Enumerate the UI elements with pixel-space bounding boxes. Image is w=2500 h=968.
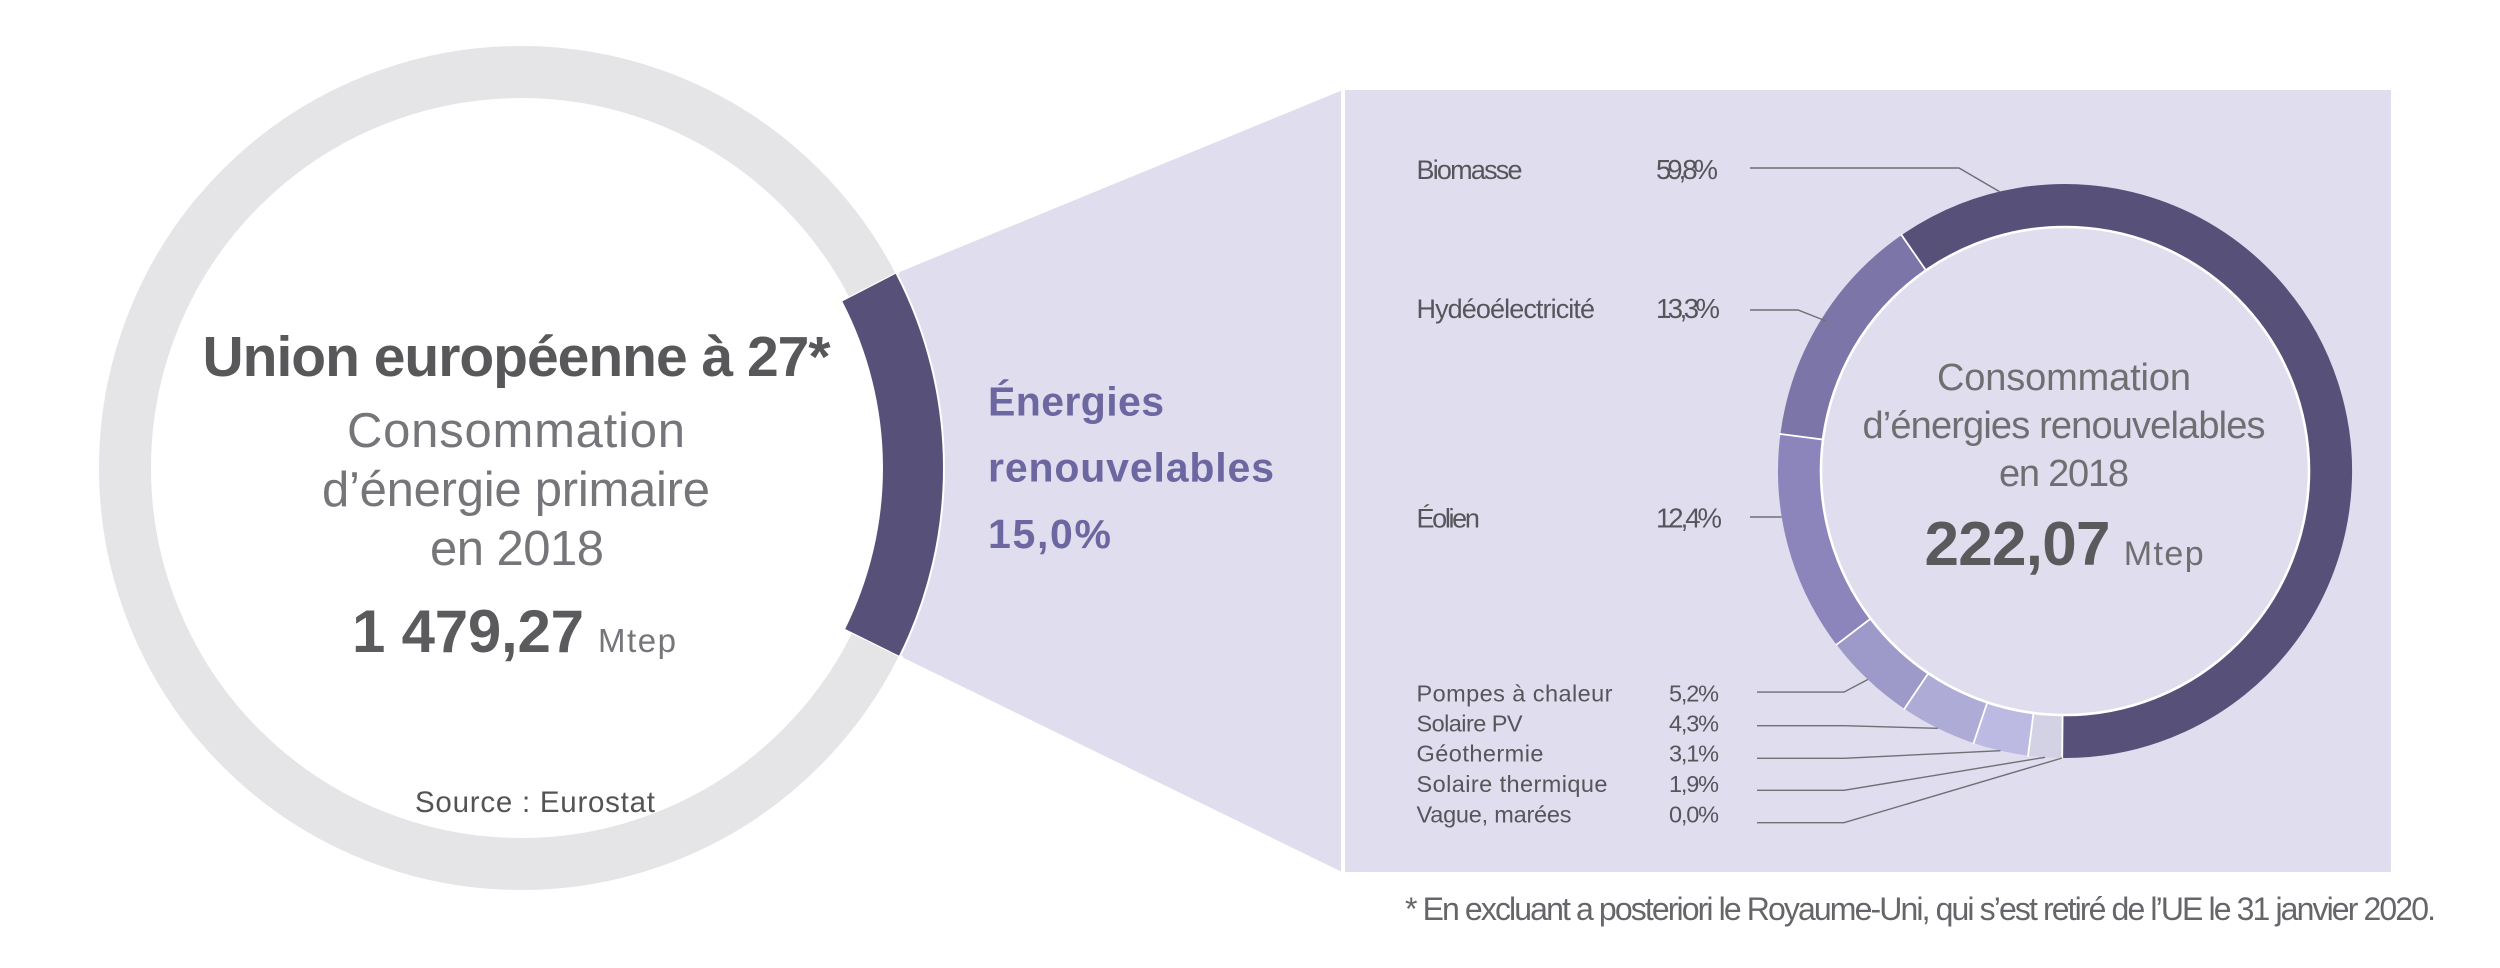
svg-text:en 2018: en 2018 (1999, 453, 2129, 495)
svg-text:Solaire thermique: Solaire thermique (1417, 771, 1608, 797)
svg-text:d’énergie primaire: d’énergie primaire (322, 463, 710, 517)
svg-text:1 479,27: 1 479,27 (352, 598, 584, 665)
svg-text:Mtep: Mtep (598, 622, 676, 659)
svg-text:Mtep: Mtep (2124, 535, 2204, 573)
svg-text:Consommation: Consommation (347, 404, 685, 458)
svg-text:Énergies: Énergies (988, 378, 1164, 424)
svg-text:4,3%: 4,3% (1669, 711, 1719, 737)
svg-text:0,0%: 0,0% (1669, 801, 1719, 827)
svg-text:12,4%: 12,4% (1656, 503, 1722, 534)
svg-text:1,9%: 1,9% (1669, 771, 1719, 797)
svg-text:d’énergies renouvelables: d’énergies renouvelables (1863, 405, 2266, 447)
svg-text:5,2%: 5,2% (1669, 681, 1719, 707)
svg-text:Éolien: Éolien (1417, 504, 1480, 534)
svg-text:Biomasse: Biomasse (1417, 155, 1523, 185)
svg-text:15,0%: 15,0% (988, 511, 1111, 557)
svg-text:Vague, marées: Vague, marées (1417, 801, 1572, 827)
svg-text:59,8%: 59,8% (1656, 154, 1718, 185)
svg-text:Source : Eurostat: Source : Eurostat (415, 786, 655, 819)
svg-text:Géothermie: Géothermie (1417, 741, 1544, 767)
svg-text:Pompes à chaleur: Pompes à chaleur (1417, 681, 1613, 707)
svg-text:3,1%: 3,1% (1669, 741, 1719, 767)
svg-text:Solaire PV: Solaire PV (1417, 711, 1523, 737)
svg-text:renouvelables: renouvelables (988, 444, 1274, 490)
svg-text:Consommation: Consommation (1937, 357, 2191, 399)
svg-text:Union européenne à 27*: Union européenne à 27* (203, 325, 832, 389)
svg-text:13,3%: 13,3% (1656, 293, 1720, 324)
svg-text:* En excluant a posteriori le: * En excluant a posteriori le Royaume-Un… (1405, 891, 2436, 927)
svg-text:222,07: 222,07 (1925, 510, 2111, 579)
svg-text:Hydéoélectricité: Hydéoélectricité (1417, 294, 1596, 324)
svg-text:en 2018: en 2018 (430, 522, 604, 576)
